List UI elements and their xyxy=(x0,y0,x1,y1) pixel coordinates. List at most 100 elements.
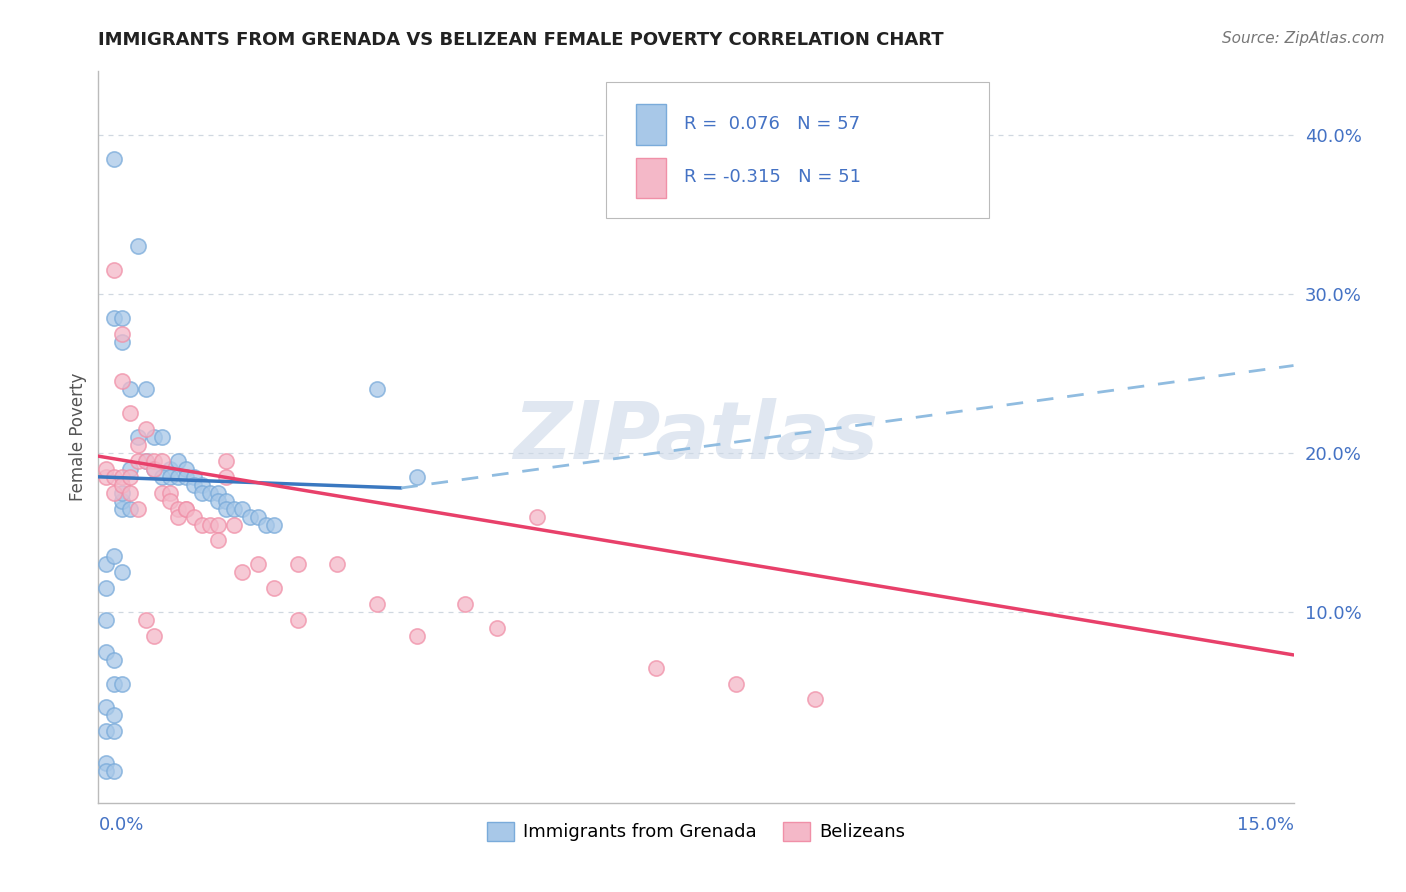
Point xyxy=(120,501,142,516)
Point xyxy=(526,509,548,524)
Point xyxy=(366,383,388,397)
Point xyxy=(207,493,229,508)
Point xyxy=(207,533,229,548)
Point xyxy=(103,708,125,723)
Point xyxy=(103,724,125,739)
Y-axis label: Female Poverty: Female Poverty xyxy=(69,373,87,501)
Point xyxy=(103,653,125,667)
Point xyxy=(111,501,134,516)
Point xyxy=(159,470,181,484)
Text: 15.0%: 15.0% xyxy=(1236,815,1294,833)
Text: Source: ZipAtlas.com: Source: ZipAtlas.com xyxy=(1222,31,1385,46)
Point xyxy=(485,621,508,635)
Point xyxy=(103,310,125,325)
Point xyxy=(111,566,134,580)
Point xyxy=(103,263,125,277)
Point xyxy=(111,334,134,349)
Point xyxy=(167,501,190,516)
Point xyxy=(198,517,221,532)
Point xyxy=(96,645,118,659)
Point xyxy=(645,660,668,674)
Point xyxy=(215,501,238,516)
Point xyxy=(183,470,205,484)
Point xyxy=(127,501,149,516)
Point xyxy=(150,470,173,484)
Point xyxy=(191,517,214,532)
Point xyxy=(207,485,229,500)
Point xyxy=(135,613,157,627)
Point xyxy=(454,597,477,611)
Point xyxy=(103,549,125,564)
Point xyxy=(150,454,173,468)
Point xyxy=(96,558,118,572)
Point xyxy=(96,724,118,739)
Point xyxy=(96,462,118,476)
Text: R =  0.076   N = 57: R = 0.076 N = 57 xyxy=(685,115,860,133)
Point xyxy=(103,485,125,500)
Point xyxy=(127,454,149,468)
Point xyxy=(96,470,118,484)
Point xyxy=(120,406,142,420)
Point xyxy=(174,462,197,476)
Point xyxy=(174,470,197,484)
Point xyxy=(191,485,214,500)
Text: 0.0%: 0.0% xyxy=(98,815,143,833)
Point xyxy=(167,454,190,468)
Point xyxy=(366,597,388,611)
Point xyxy=(135,454,157,468)
Point xyxy=(167,509,190,524)
Point xyxy=(135,383,157,397)
Point xyxy=(724,676,747,690)
Point xyxy=(167,470,190,484)
Point xyxy=(159,493,181,508)
Point xyxy=(174,501,197,516)
Point xyxy=(143,454,166,468)
Text: R = -0.315   N = 51: R = -0.315 N = 51 xyxy=(685,169,860,186)
Point xyxy=(263,517,285,532)
Point xyxy=(231,501,253,516)
Point xyxy=(96,700,118,714)
Point xyxy=(103,764,125,778)
Point xyxy=(96,581,118,595)
Point xyxy=(111,470,134,484)
Point xyxy=(150,485,173,500)
Point xyxy=(215,493,238,508)
Point xyxy=(246,509,269,524)
Point xyxy=(191,477,214,491)
Point xyxy=(239,509,262,524)
Point xyxy=(96,764,118,778)
FancyBboxPatch shape xyxy=(637,158,666,198)
Point xyxy=(111,477,134,491)
Point xyxy=(143,462,166,476)
Point xyxy=(159,485,181,500)
Point xyxy=(254,517,277,532)
Point xyxy=(222,501,245,516)
Point xyxy=(326,558,349,572)
Point xyxy=(406,629,429,643)
Point xyxy=(183,477,205,491)
Point xyxy=(287,558,309,572)
Point xyxy=(287,613,309,627)
Text: IMMIGRANTS FROM GRENADA VS BELIZEAN FEMALE POVERTY CORRELATION CHART: IMMIGRANTS FROM GRENADA VS BELIZEAN FEMA… xyxy=(98,31,943,49)
Point xyxy=(127,438,149,452)
FancyBboxPatch shape xyxy=(606,82,988,218)
Point xyxy=(150,430,173,444)
Point xyxy=(127,430,149,444)
Point xyxy=(111,310,134,325)
Point xyxy=(222,517,245,532)
Point xyxy=(103,676,125,690)
Point xyxy=(159,462,181,476)
Point xyxy=(143,462,166,476)
Point xyxy=(174,501,197,516)
Point xyxy=(143,629,166,643)
Point xyxy=(103,152,125,166)
Point xyxy=(198,485,221,500)
FancyBboxPatch shape xyxy=(637,104,666,145)
Point xyxy=(103,470,125,484)
Point xyxy=(143,430,166,444)
Point xyxy=(120,462,142,476)
Point xyxy=(135,454,157,468)
Point xyxy=(207,517,229,532)
Point xyxy=(183,509,205,524)
Point xyxy=(215,454,238,468)
